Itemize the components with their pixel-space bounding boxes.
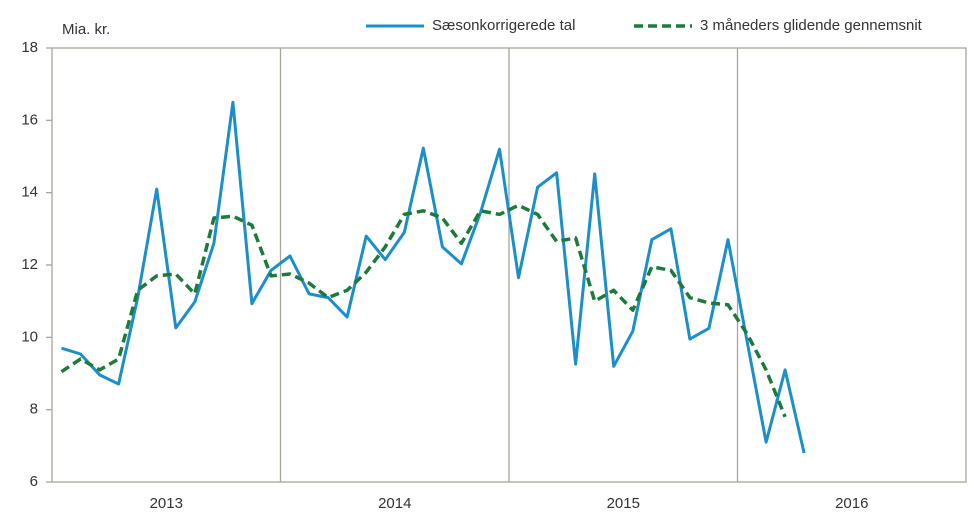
- y-tick-label: 18: [21, 39, 38, 56]
- y-axis-label: Mia. kr.: [62, 21, 110, 38]
- y-tick-label: 16: [21, 111, 38, 128]
- legend-label: Sæsonkorrigerede tal: [432, 17, 575, 34]
- x-tick-label: 2014: [378, 495, 411, 512]
- y-tick-label: 12: [21, 256, 38, 273]
- y-tick-label: 14: [21, 184, 38, 201]
- x-tick-label: 2013: [150, 495, 183, 512]
- y-tick-label: 6: [30, 473, 38, 490]
- x-tick-label: 2016: [835, 495, 868, 512]
- legend-label: 3 måneders glidende gennemsnit: [700, 17, 923, 34]
- series-line: [61, 100, 806, 454]
- y-tick-label: 8: [30, 401, 38, 418]
- series-line: [60, 203, 787, 418]
- y-tick-label: 10: [21, 328, 38, 345]
- x-tick-label: 2015: [607, 495, 640, 512]
